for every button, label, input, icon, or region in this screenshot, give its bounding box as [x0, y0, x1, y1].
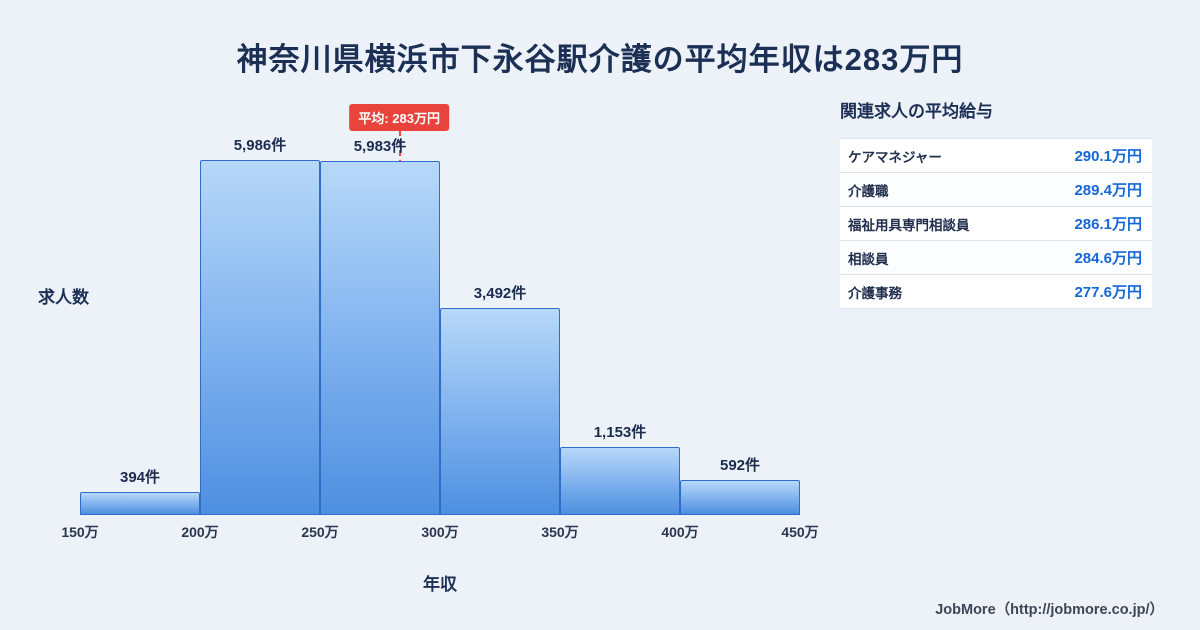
y-axis-label: 求人数 — [38, 288, 89, 307]
salary-row: 介護職 289.4万円 — [840, 173, 1152, 207]
job-label: ケアマネジャー — [848, 149, 942, 165]
related-jobs-panel-title: 関連求人の平均給与 — [840, 102, 993, 121]
x-tick-label: 350万 — [541, 524, 579, 540]
job-label: 介護職 — [848, 183, 889, 199]
average-badge: 平均: 283万円 — [349, 104, 450, 131]
salary-value: 289.4万円 — [1074, 182, 1142, 199]
x-tick-label: 400万 — [661, 524, 699, 540]
x-tick-label: 450万 — [781, 524, 819, 540]
x-tick-label: 150万 — [61, 524, 99, 540]
histogram-bar — [560, 447, 680, 515]
x-tick-label: 300万 — [421, 524, 459, 540]
salary-row: 相談員 284.6万円 — [840, 241, 1152, 275]
histogram-bar — [80, 492, 200, 515]
histogram-plot-area: 平均: 283万円 394件 5,986件 5,983件 3,492件 1,153件 59… — [80, 104, 800, 515]
x-tick-label: 200万 — [181, 524, 219, 540]
bar-value-label: 3,492件 — [473, 285, 527, 302]
related-jobs-panel: ケアマネジャー 290.1万円介護職 289.4万円福祉用具専門相談員 286.1万円… — [840, 138, 1152, 309]
job-label: 相談員 — [848, 251, 889, 267]
salary-value: 284.6万円 — [1074, 250, 1142, 267]
histogram-bar — [680, 480, 800, 515]
histogram-bar — [200, 160, 320, 515]
bar-value-label: 5,983件 — [353, 138, 407, 155]
salary-value: 290.1万円 — [1074, 148, 1142, 165]
salary-row: 福祉用具専門相談員 286.1万円 — [840, 207, 1152, 241]
bar-value-label: 592件 — [719, 457, 761, 474]
histogram-bar — [440, 308, 560, 515]
x-tick-label: 250万 — [301, 524, 339, 540]
x-axis-ticks: 150万 200万 250万 300万 350万 400万 450万 — [61, 522, 818, 542]
salary-value: 277.6万円 — [1074, 284, 1142, 301]
histogram-bar — [320, 161, 440, 515]
x-axis-label: 年収 — [423, 575, 457, 594]
page-title: 神奈川県横浜市下永谷駅介護の平均年収は283万円 — [236, 42, 964, 77]
job-label: 福祉用具専門相談員 — [848, 217, 970, 233]
salary-row: ケアマネジャー 290.1万円 — [840, 139, 1152, 173]
bar-value-label: 5,986件 — [233, 137, 287, 154]
bar-value-label: 1,153件 — [593, 424, 647, 441]
footer-credit: JobMore（http://jobmore.co.jp/） — [935, 602, 1164, 618]
bar-value-label: 394件 — [119, 469, 161, 486]
job-label: 介護事務 — [848, 285, 902, 301]
salary-value: 286.1万円 — [1074, 216, 1142, 233]
salary-row: 介護事務 277.6万円 — [840, 275, 1152, 309]
